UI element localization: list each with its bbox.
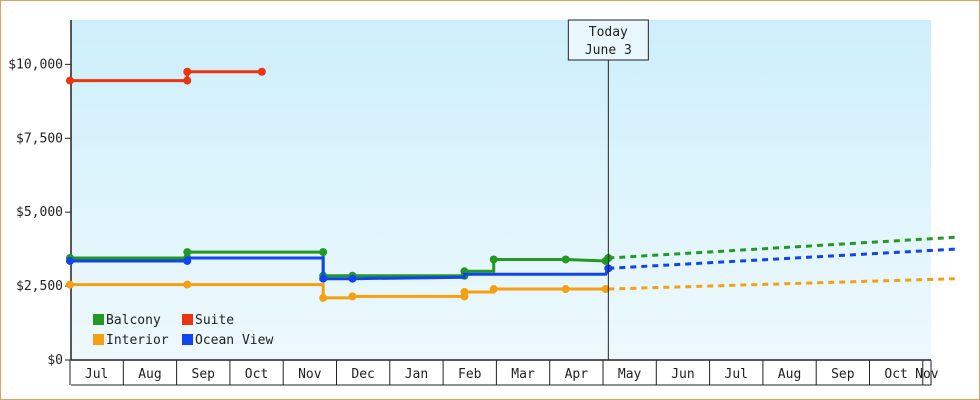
- data-point-suite: [257, 67, 266, 76]
- legend: Balcony Suite Interior Ocean View: [93, 313, 273, 348]
- today-box: [567, 19, 649, 61]
- x-tick-label: Dec: [351, 367, 374, 382]
- plot-area: [71, 20, 931, 360]
- y-tick-label: $5,000: [16, 205, 63, 220]
- data-point-ocean-view: [66, 256, 74, 265]
- data-point-balcony: [183, 248, 192, 257]
- x-tick-label: May: [618, 367, 642, 382]
- data-point-interior: [489, 285, 498, 294]
- x-tick-label: Sep: [192, 367, 216, 382]
- data-point-interior: [183, 280, 192, 289]
- y-tick-label: $7,500: [16, 131, 63, 146]
- x-tick-label: Mar: [511, 367, 535, 382]
- legend-swatch-suite: [182, 314, 193, 325]
- data-point-suite: [66, 76, 74, 85]
- forecast-line-balcony: [608, 235, 955, 260]
- series-suite: [66, 67, 266, 85]
- today-date: June 3: [585, 43, 632, 58]
- x-tick-label: Jan: [405, 367, 428, 382]
- data-point-interior: [561, 285, 570, 294]
- legend-label-balcony: Balcony: [106, 313, 161, 328]
- series-line-interior: [70, 283, 609, 300]
- data-point-interior: [319, 293, 328, 302]
- data-point-ocean-view: [348, 274, 357, 283]
- legend-label-interior: Interior: [106, 333, 169, 348]
- data-point-ocean-view: [183, 256, 192, 265]
- data-point-suite: [183, 67, 192, 76]
- data-point-balcony: [319, 248, 328, 257]
- x-tick-label: Oct: [245, 367, 268, 382]
- data-point-interior: [601, 285, 610, 294]
- data-point-suite: [183, 76, 192, 85]
- series-ocean-view: [66, 247, 955, 283]
- axes: $0 $2,500 $5,000 $7,500 $10,000 Jul Aug Sep Oct N…: [8, 20, 939, 386]
- legend-swatch-balcony: [93, 314, 104, 325]
- legend-label-suite: Suite: [195, 313, 234, 328]
- x-tick-label: Jun: [671, 367, 694, 382]
- data-point-balcony: [489, 255, 498, 264]
- data-point-ocean-view: [319, 274, 328, 283]
- x-tick-label: Sep: [831, 367, 855, 382]
- series-layer: [66, 67, 955, 302]
- series-line-suite: [70, 70, 262, 83]
- forecast-line-ocean-view: [608, 247, 955, 270]
- data-point-interior: [460, 288, 469, 296]
- today-label: Today: [589, 25, 628, 40]
- x-tick-label: Apr: [565, 367, 589, 382]
- x-tick-label: Feb: [458, 367, 482, 382]
- legend-swatch-interior: [93, 334, 104, 345]
- forecast-line-interior: [608, 277, 955, 291]
- data-point-interior: [66, 280, 74, 289]
- y-tick-label: $10,000: [8, 57, 63, 72]
- data-point-balcony: [561, 255, 570, 264]
- x-tick-label: Jul: [85, 367, 108, 382]
- series-interior: [66, 277, 955, 302]
- today-marker: Today June 3: [567, 19, 649, 360]
- y-tick-label: $2,500: [16, 279, 63, 294]
- x-tick-label: Aug: [778, 367, 801, 382]
- x-tick-label: Aug: [138, 367, 161, 382]
- data-point-interior: [348, 292, 357, 301]
- legend-swatch-ocean-view: [182, 334, 193, 345]
- legend-label-ocean-view: Ocean View: [195, 333, 273, 348]
- x-tick-label: Jul: [725, 367, 748, 382]
- x-tick-label: Nov: [298, 367, 322, 382]
- x-tick-label: Nov: [915, 367, 939, 382]
- y-tick-label: $0: [47, 353, 63, 368]
- x-tick-label: Oct: [884, 367, 907, 382]
